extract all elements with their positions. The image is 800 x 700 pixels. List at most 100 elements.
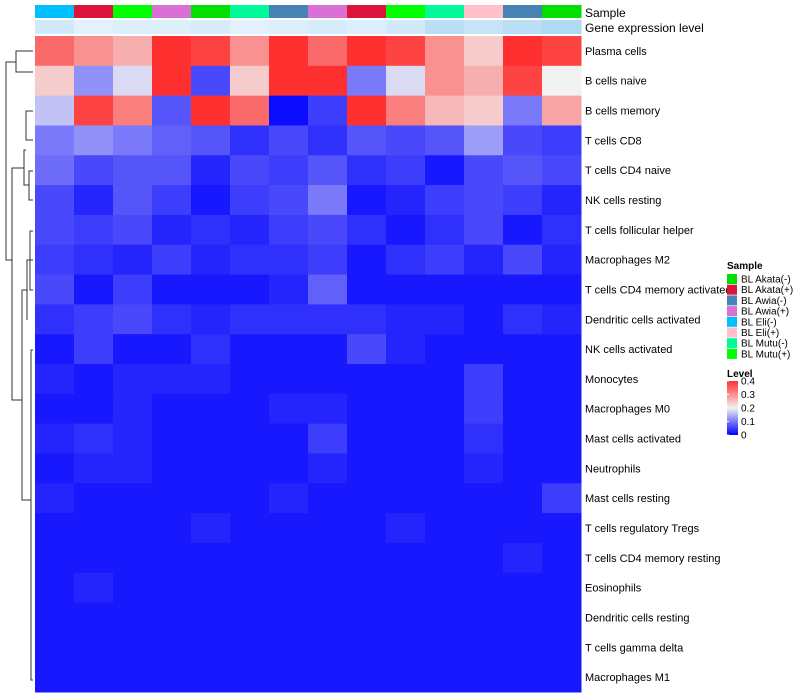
- heatmap-cell: [386, 36, 426, 67]
- sample-legend-label: BL Mutu(-): [741, 339, 788, 350]
- heatmap-cell: [152, 542, 192, 574]
- heatmap-cell: [35, 453, 75, 484]
- heatmap-cell: [464, 65, 504, 97]
- sample-legend-label: BL Awia(-): [741, 296, 787, 307]
- heatmap-cell: [74, 393, 114, 425]
- heatmap-cell: [230, 423, 270, 454]
- sample-legend-swatch: [727, 348, 737, 359]
- heatmap-cell: [386, 244, 426, 276]
- row-label: T cells CD4 memory activated: [585, 284, 732, 296]
- sample-annotation-cell: [230, 5, 270, 18]
- heatmap-cell: [152, 95, 192, 126]
- heatmap-cell: [347, 602, 387, 633]
- heatmap-cell: [152, 65, 192, 97]
- sample-legend-swatch: [727, 316, 737, 327]
- level-tick-label: 0.4: [741, 377, 755, 388]
- heatmap-cell: [308, 155, 348, 186]
- heatmap-cell: [152, 393, 192, 425]
- heatmap-cell: [191, 95, 231, 126]
- heatmap-cell: [386, 125, 426, 156]
- heatmap-cell: [503, 125, 543, 156]
- heatmap-cell: [386, 393, 426, 425]
- heatmap-cell: [425, 95, 465, 126]
- heatmap-cell: [74, 125, 114, 156]
- heatmap-cell: [113, 185, 153, 216]
- expression-annotation-cell: [35, 20, 75, 34]
- legend: Sample BL Akata(-)BL Akata(+)BL Awia(-)B…: [727, 261, 793, 442]
- heatmap-cell: [35, 364, 75, 395]
- heatmap-cell: [542, 453, 582, 484]
- heatmap-cell: [386, 334, 426, 365]
- heatmap-cell: [503, 95, 543, 126]
- heatmap-cell: [347, 244, 387, 276]
- heatmap-cell: [386, 662, 426, 693]
- row-label: T cells regulatory Tregs: [585, 523, 700, 535]
- heatmap-cell: [386, 423, 426, 454]
- heatmap-cell: [425, 483, 465, 514]
- heatmap-cell: [308, 393, 348, 425]
- heatmap-cell: [308, 662, 348, 693]
- expression-annotation-cell: [113, 20, 153, 34]
- sample-annotation-cell: [308, 5, 348, 18]
- heatmap-cell: [269, 125, 309, 156]
- expression-annotation-cell: [74, 20, 114, 34]
- heatmap-cell: [269, 334, 309, 365]
- heatmap-cell: [74, 334, 114, 365]
- heatmap-cell: [347, 542, 387, 574]
- heatmap-cell: [542, 393, 582, 425]
- heatmap-cell: [269, 393, 309, 425]
- heatmap-cell: [308, 423, 348, 454]
- heatmap-cell: [425, 36, 465, 67]
- row-label: T cells follicular helper: [585, 225, 694, 237]
- heatmap-cell: [503, 304, 543, 335]
- heatmap-cell: [269, 572, 309, 604]
- heatmap-cell: [464, 125, 504, 156]
- heatmap-cell: [269, 155, 309, 186]
- heatmap-cell: [152, 453, 192, 484]
- heatmap-cell: [113, 632, 153, 663]
- heatmap-cell: [230, 542, 270, 574]
- heatmap-cell: [152, 155, 192, 186]
- heatmap-cell: [542, 483, 582, 514]
- heatmap-cell: [386, 65, 426, 97]
- heatmap-cell: [425, 65, 465, 97]
- heatmap-cell: [35, 214, 75, 246]
- heatmap-cell: [464, 453, 504, 484]
- heatmap-cell: [347, 662, 387, 693]
- heatmap-cell: [113, 214, 153, 246]
- heatmap-cell: [113, 364, 153, 395]
- heatmap-cell: [464, 364, 504, 395]
- heatmap-cell: [542, 214, 582, 246]
- heatmap-cell: [269, 65, 309, 97]
- heatmap-cell: [113, 423, 153, 454]
- heatmap-cell: [386, 513, 426, 544]
- heatmap-cell: [425, 185, 465, 216]
- heatmap-cell: [269, 602, 309, 633]
- sample-legend-swatch: [727, 327, 737, 338]
- heatmap-cell: [113, 65, 153, 97]
- heatmap-cell: [386, 632, 426, 663]
- sample-annotation-cell: [152, 5, 192, 18]
- heatmap-cell: [464, 662, 504, 693]
- heatmap-cell: [230, 572, 270, 604]
- heatmap-cell: [464, 513, 504, 544]
- heatmap-cell: [191, 364, 231, 395]
- heatmap-cell: [113, 572, 153, 604]
- heatmap-cell: [35, 304, 75, 335]
- heatmap-cell: [347, 95, 387, 126]
- heatmap-cell: [191, 483, 231, 514]
- heatmap-cell: [230, 125, 270, 156]
- heatmap-cell: [308, 602, 348, 633]
- heatmap-cell: [347, 274, 387, 305]
- sample-annotation-cell: [464, 5, 504, 18]
- heatmap-cell: [230, 214, 270, 246]
- heatmap-cell: [308, 483, 348, 514]
- heatmap-cell: [503, 155, 543, 186]
- heatmap-cell: [152, 214, 192, 246]
- heatmap-cell: [386, 364, 426, 395]
- heatmap-cell: [503, 334, 543, 365]
- heatmap-cell: [230, 632, 270, 663]
- row-label: Monocytes: [585, 374, 639, 386]
- expression-annotation-cell: [386, 20, 426, 34]
